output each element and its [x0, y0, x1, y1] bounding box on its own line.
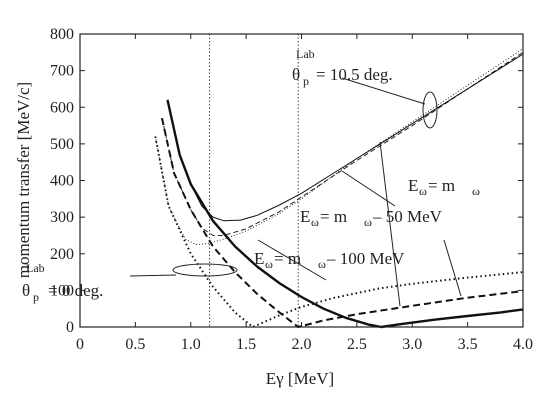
- annotation-e-m: E ω = m ω: [408, 176, 480, 198]
- svg-text:= m: = m: [274, 249, 301, 268]
- svg-text:ω: ω: [419, 184, 427, 198]
- x-tick-label: 4.0: [513, 336, 533, 353]
- svg-text:= 10.5 deg.: = 10.5 deg.: [316, 65, 393, 84]
- annotation-leaders: [129, 77, 462, 307]
- svg-text:Lab: Lab: [26, 261, 45, 275]
- series-group: [154, 48, 524, 329]
- y-tick-label: 300: [50, 209, 74, 226]
- y-axis-label: momentum transfer [MeV/c]: [14, 82, 33, 278]
- svg-text:= m: = m: [428, 176, 455, 195]
- ellipse-10-5: [422, 91, 438, 129]
- y-tick-label: 500: [50, 136, 74, 153]
- ellipse-0: [172, 263, 238, 277]
- leader-10-5: [341, 77, 426, 105]
- svg-text:E: E: [254, 249, 264, 268]
- svg-text:– 100 MeV: – 100 MeV: [326, 249, 405, 268]
- svg-text:θ: θ: [292, 65, 300, 84]
- leader-0: [129, 274, 177, 277]
- svg-text:p: p: [303, 74, 309, 88]
- x-tick-label: 1.5: [236, 336, 256, 353]
- leader-e-m: [379, 141, 401, 307]
- y-tick-label: 200: [50, 246, 74, 263]
- svg-text:Lab: Lab: [296, 47, 315, 61]
- svg-text:ω: ω: [364, 215, 372, 229]
- x-tick-label: 2.0: [292, 336, 312, 353]
- leader-e-m-50-b: [443, 239, 462, 297]
- x-tick-label: 3.0: [402, 336, 422, 353]
- svg-text:= 0 deg.: = 0 deg.: [48, 281, 103, 300]
- y-tick-label: 800: [50, 26, 74, 43]
- y-ticks: 0 100 200 300 400 500 600 700 800: [50, 26, 523, 336]
- x-tick-label: 1.0: [181, 336, 201, 353]
- svg-text:E: E: [408, 176, 418, 195]
- series-line-solid-thin-3: [167, 53, 524, 222]
- leader-e-m-100: [257, 239, 327, 281]
- annotation-e-m-50: E ω = m ω – 50 MeV: [300, 207, 443, 229]
- x-ticks: 0 0.5 1.0 1.5 2.0 2.5 3.0 3.5 4.0: [76, 34, 533, 353]
- y-tick-label: 400: [50, 173, 74, 190]
- x-tick-label: 0.5: [125, 336, 145, 353]
- svg-text:ω: ω: [311, 215, 319, 229]
- y-tick-label: 600: [50, 99, 74, 116]
- x-tick-label: 2.5: [347, 336, 367, 353]
- x-axis-label: Eγ [MeV]: [266, 369, 334, 388]
- annotation-theta-10-5: θ p Lab = 10.5 deg.: [292, 47, 393, 88]
- svg-text:– 50 MeV: – 50 MeV: [372, 207, 443, 226]
- annotation-theta-0: θ p Lab = 0 deg.: [22, 261, 103, 304]
- y-tick-label: 0: [66, 319, 74, 336]
- x-tick-label: 3.5: [458, 336, 478, 353]
- x-tick-label: 0: [76, 336, 84, 353]
- svg-text:E: E: [300, 207, 310, 226]
- series-line-solid-thick-0: [166, 99, 524, 329]
- svg-text:ω: ω: [265, 257, 273, 271]
- reference-lines: [209, 34, 299, 327]
- leader-e-m-50: [341, 170, 396, 207]
- y-tick-label: 100: [50, 282, 74, 299]
- y-tick-label: 700: [50, 63, 74, 80]
- svg-text:ω: ω: [472, 184, 480, 198]
- svg-text:= m: = m: [320, 207, 347, 226]
- svg-text:p: p: [33, 290, 39, 304]
- series-line-dashed-thick-1: [161, 117, 524, 328]
- svg-text:θ: θ: [22, 281, 30, 300]
- series-line-dashed-thin-4: [161, 51, 524, 236]
- svg-text:ω: ω: [318, 257, 326, 271]
- annotation-e-m-100: E ω = m ω – 100 MeV: [254, 249, 405, 271]
